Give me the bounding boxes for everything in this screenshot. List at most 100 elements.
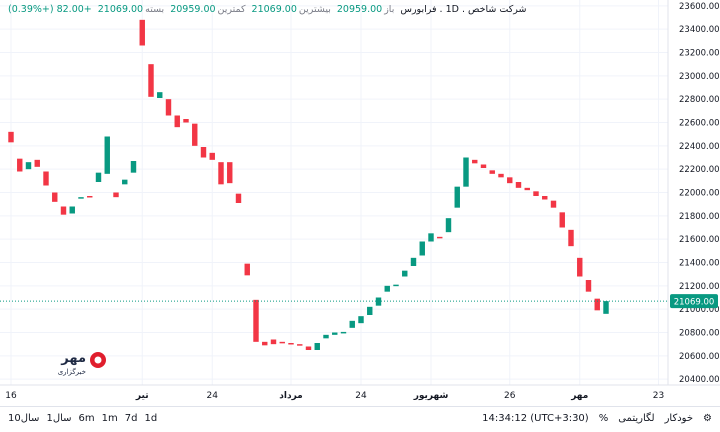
mehr-news-logo: مهر خبرگزاری xyxy=(58,351,106,376)
candle-down xyxy=(227,162,233,184)
x-tick-label: 24 xyxy=(207,391,219,401)
candle-down xyxy=(60,206,67,215)
last-price-label: 21069.00 xyxy=(674,298,715,308)
y-tick-label: 20400.00 xyxy=(679,375,720,385)
candle-down xyxy=(437,236,443,239)
range-7d[interactable]: 7d xyxy=(124,413,138,424)
y-tick-label: 23000.00 xyxy=(679,72,720,82)
candle-down xyxy=(559,212,565,228)
candle-down xyxy=(270,339,277,345)
percent-toggle[interactable]: % xyxy=(598,413,609,424)
candle-down xyxy=(507,177,513,184)
candle-up xyxy=(454,186,460,208)
x-tick-label: تیر xyxy=(135,391,149,401)
y-tick-label: 20800.00 xyxy=(679,329,720,339)
candle-down xyxy=(577,257,583,277)
candle-up xyxy=(603,301,609,314)
x-tick-label: مرداد xyxy=(279,391,303,401)
candle-down xyxy=(594,298,600,311)
candle-down xyxy=(8,131,14,143)
gear-icon[interactable]: ⚙ xyxy=(703,413,712,424)
candle-down xyxy=(472,159,478,164)
y-tick-label: 22000.00 xyxy=(679,189,720,199)
candle-down xyxy=(244,263,250,276)
logo-subtext: خبرگزاری xyxy=(58,367,86,376)
y-tick-label: 23200.00 xyxy=(679,49,720,59)
candle-up xyxy=(340,331,347,334)
change-value: +82.00 (+0.39%) xyxy=(8,4,92,15)
candle-down xyxy=(52,192,58,202)
toolbar-right: 14:34:12 (UTC+3:30) % لگاریتمی خودکار ⚙ xyxy=(482,413,712,424)
close-label: بسته xyxy=(145,4,165,15)
y-tick-label: 23600.00 xyxy=(679,2,720,12)
open-value: 20959.00 xyxy=(336,4,383,15)
x-tick-label: 24 xyxy=(355,391,367,401)
range-selector: 10سال 1سال 6m 1m 7d 1d xyxy=(8,413,157,424)
candle-down xyxy=(34,159,40,167)
range-6m[interactable]: 6m xyxy=(78,413,95,424)
candle-down xyxy=(165,99,172,116)
logo-text: مهر xyxy=(60,351,86,366)
candle-down xyxy=(585,280,592,292)
range-10y[interactable]: 10سال xyxy=(8,413,40,424)
x-tick-label: 23 xyxy=(653,391,664,401)
candlestick-chart[interactable]: 20400.00 20600.00 20800.00 21000.00 21200.00… xyxy=(0,0,720,406)
range-1y[interactable]: 1سال xyxy=(46,413,72,424)
candle-down xyxy=(480,164,487,168)
candle-down xyxy=(87,196,93,198)
candle-up xyxy=(157,92,163,98)
candle-up xyxy=(428,233,434,242)
low-label: کمترین xyxy=(217,4,246,15)
candle-up xyxy=(349,320,355,328)
open-label: باز xyxy=(384,4,395,15)
candle-down xyxy=(550,200,557,208)
candle-down xyxy=(262,341,268,346)
candle-down xyxy=(297,344,303,346)
candle-up xyxy=(384,285,390,292)
x-tick-label: شهریور xyxy=(413,391,449,401)
candle-down xyxy=(192,123,198,146)
candle-up xyxy=(95,172,102,182)
candle-down xyxy=(542,196,548,200)
y-tick-label: 21800.00 xyxy=(679,212,720,222)
x-tick-label: 16 xyxy=(5,391,17,401)
symbol-name[interactable]: شرکت شاخص . 1D . فرابورس xyxy=(400,4,527,15)
candle-up xyxy=(332,332,338,335)
last-price-tag xyxy=(670,294,718,309)
symbol-header: شرکت شاخص . 1D . فرابورس باز20959.00 بیش… xyxy=(8,4,526,15)
candle-down xyxy=(200,147,207,158)
candle-up xyxy=(419,241,425,256)
y-tick-label: 20600.00 xyxy=(679,352,720,362)
candle-down xyxy=(139,19,145,46)
high-value: 21069.00 xyxy=(251,4,297,15)
candle-up xyxy=(69,206,75,214)
candle-down xyxy=(568,229,574,247)
range-1m[interactable]: 1m xyxy=(101,413,118,424)
x-tick-label: 26 xyxy=(504,391,516,401)
auto-toggle[interactable]: خودکار xyxy=(664,413,694,424)
candle-up xyxy=(314,343,320,350)
candle-down xyxy=(533,191,539,196)
clock-display[interactable]: 14:34:12 (UTC+3:30) xyxy=(482,413,589,424)
candle-up xyxy=(402,270,408,277)
range-1d[interactable]: 1d xyxy=(144,413,158,424)
y-tick-label: 21600.00 xyxy=(679,235,720,245)
y-tick-label: 22800.00 xyxy=(679,95,720,105)
candle-up xyxy=(358,316,364,324)
candle-down xyxy=(113,192,119,198)
candle-down xyxy=(183,119,189,123)
candle-down xyxy=(498,173,504,178)
candle-down xyxy=(524,187,530,191)
low-value: 20959.00 xyxy=(170,4,216,15)
candle-down xyxy=(279,341,285,344)
candle-down xyxy=(148,64,154,97)
candle-down xyxy=(218,162,224,185)
y-tick-label: 21000.00 xyxy=(679,305,720,315)
candle-down xyxy=(174,115,180,128)
candle-up xyxy=(445,218,452,233)
bottom-toolbar: 10سال 1سال 6m 1m 7d 1d 14:34:12 (UTC+3:3… xyxy=(0,406,720,432)
close-value: 21069.00 xyxy=(97,4,144,15)
log-toggle[interactable]: لگاریتمی xyxy=(618,413,655,424)
high-label: بیشترین xyxy=(298,4,331,15)
